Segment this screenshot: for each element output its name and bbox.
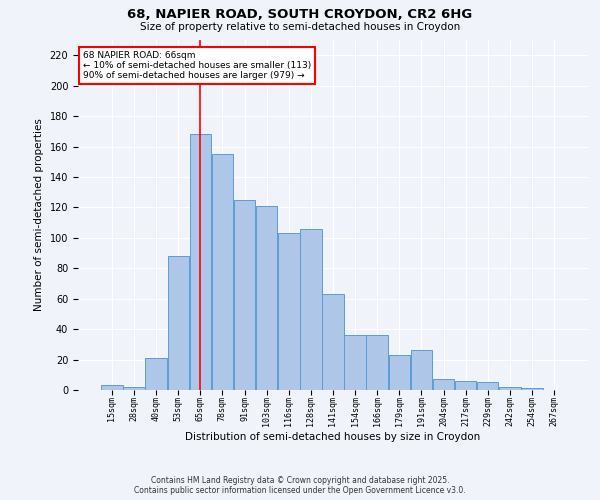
Bar: [190, 134, 211, 390]
X-axis label: Distribution of semi-detached houses by size in Croydon: Distribution of semi-detached houses by …: [185, 432, 481, 442]
Bar: [212, 154, 233, 390]
Bar: [167, 256, 189, 390]
Bar: [389, 355, 410, 390]
Bar: [521, 388, 543, 390]
Text: 68 NAPIER ROAD: 66sqm
← 10% of semi-detached houses are smaller (113)
90% of sem: 68 NAPIER ROAD: 66sqm ← 10% of semi-deta…: [83, 50, 311, 80]
Text: 68, NAPIER ROAD, SOUTH CROYDON, CR2 6HG: 68, NAPIER ROAD, SOUTH CROYDON, CR2 6HG: [127, 8, 473, 20]
Bar: [455, 381, 476, 390]
Bar: [145, 358, 167, 390]
Y-axis label: Number of semi-detached properties: Number of semi-detached properties: [34, 118, 44, 312]
Bar: [477, 382, 499, 390]
Bar: [123, 387, 145, 390]
Bar: [411, 350, 432, 390]
Bar: [344, 335, 366, 390]
Bar: [256, 206, 277, 390]
Text: Contains HM Land Registry data © Crown copyright and database right 2025.
Contai: Contains HM Land Registry data © Crown c…: [134, 476, 466, 495]
Bar: [278, 234, 299, 390]
Bar: [300, 228, 322, 390]
Bar: [101, 386, 122, 390]
Bar: [367, 335, 388, 390]
Bar: [234, 200, 255, 390]
Bar: [322, 294, 344, 390]
Text: Size of property relative to semi-detached houses in Croydon: Size of property relative to semi-detach…: [140, 22, 460, 32]
Bar: [433, 380, 454, 390]
Bar: [499, 387, 521, 390]
